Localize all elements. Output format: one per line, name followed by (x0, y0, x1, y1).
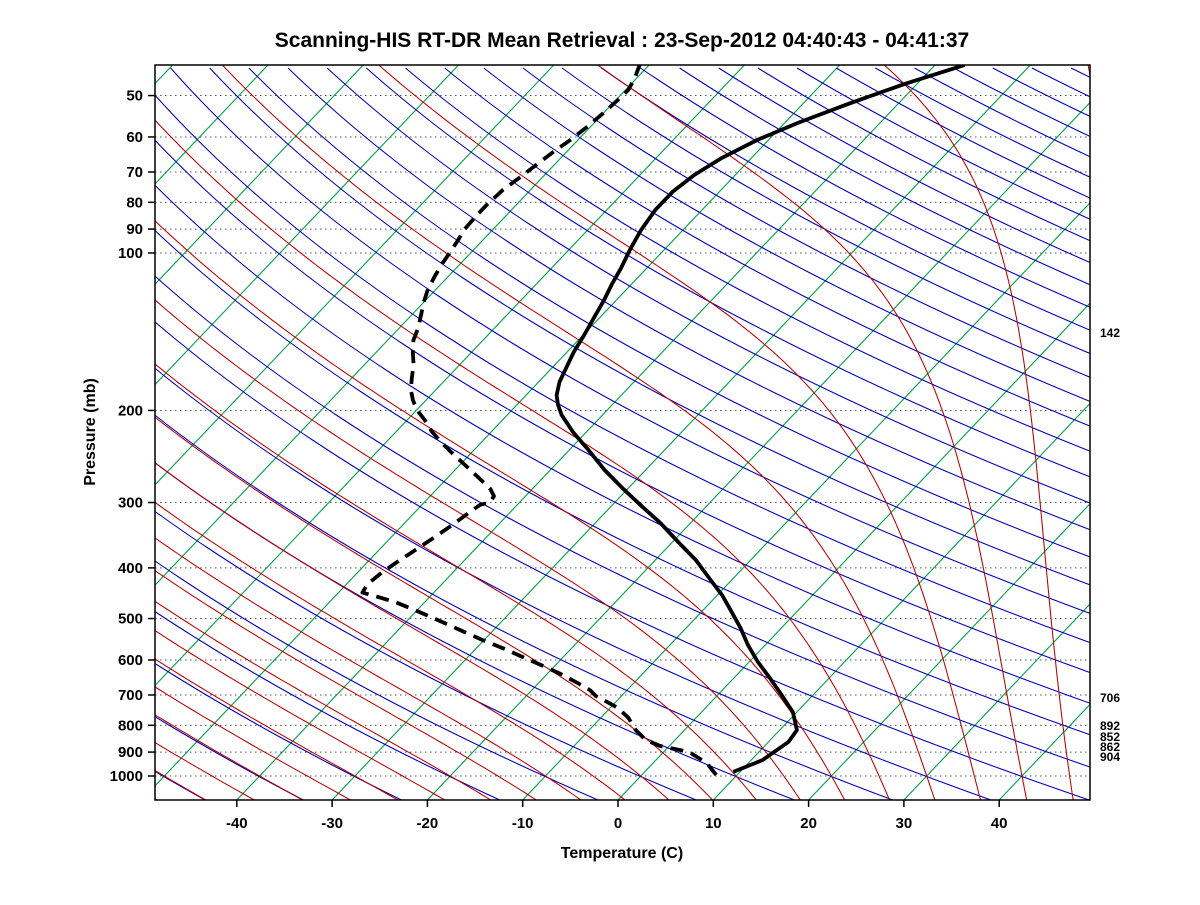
pressure-tick-label: 200 (118, 402, 143, 419)
pressure-tick-label: 600 (118, 652, 143, 669)
dry-adiabat-line (60, 386, 794, 800)
isotherm-line (809, 65, 1200, 800)
dry-adiabat-line (61, 656, 303, 800)
dry-adiabat-line (993, 68, 1200, 278)
isotherm-line (618, 65, 1200, 800)
isotherm-line (0, 65, 363, 800)
right-pressure-label: 904 (1100, 750, 1120, 764)
pressure-tick-label: 300 (118, 495, 143, 512)
temperature-tick-label: -10 (512, 815, 534, 832)
temperature-tick-label: 10 (705, 815, 722, 832)
x-axis-title: Temperature (C) (561, 845, 683, 862)
isotherm-line (1095, 65, 1200, 800)
moist-adiabat-line (883, 64, 1073, 800)
temperature-tick-label: 40 (991, 815, 1008, 832)
temperature-profile-line (557, 65, 965, 772)
isotherm-line (999, 65, 1200, 800)
dry-adiabat-line (758, 68, 1200, 392)
dry-adiabat-line (57, 542, 500, 800)
pressure-tick-label: 700 (118, 687, 143, 704)
moist-adiabat-line (56, 768, 109, 801)
dry-adiabat-line (484, 68, 1200, 542)
dry-adiabat-line (523, 68, 1200, 518)
pressure-tick-label: 100 (118, 245, 143, 262)
pressure-tick-label: 60 (126, 129, 143, 146)
dry-adiabat-line (875, 68, 1200, 332)
isotherm-line (0, 65, 459, 800)
dry-adiabat-line (55, 278, 991, 800)
dry-adiabat-line (327, 68, 1200, 638)
right-pressure-label: 142 (1100, 326, 1120, 340)
temperature-tick-label: -20 (417, 815, 439, 832)
dry-adiabat-line (131, 68, 1200, 770)
moist-adiabat-line (56, 621, 351, 800)
pressure-tick-label: 90 (126, 221, 143, 238)
moist-adiabat-line (221, 64, 935, 800)
moist-adiabat-line (56, 798, 60, 800)
pressure-tick-label: 70 (126, 164, 143, 181)
temperature-tick-label: 30 (896, 815, 913, 832)
isotherm-line (713, 65, 1200, 800)
moist-adiabat-line (596, 64, 1026, 800)
pressure-tick-label: 1000 (110, 768, 143, 785)
dry-adiabat-line (1032, 68, 1200, 260)
dry-adiabat-line (954, 68, 1200, 296)
pressure-tick-label: 80 (126, 194, 143, 211)
pressure-tick-label: 50 (126, 88, 143, 105)
dry-adiabat-line (406, 68, 1200, 590)
pressure-tick-label: 800 (118, 717, 143, 734)
pressure-tick-label: 900 (118, 744, 143, 761)
dry-adiabat-line (562, 68, 1200, 500)
temperature-tick-label: 20 (800, 815, 817, 832)
dry-adiabat-line (58, 230, 1089, 800)
dry-adiabat-line (445, 68, 1200, 566)
right-pressure-label: 706 (1100, 691, 1120, 705)
dry-adiabat-line (58, 332, 893, 800)
dry-adiabat-line (640, 68, 1200, 452)
moist-adiabat-line (57, 114, 845, 800)
temperature-tick-label: -40 (226, 815, 248, 832)
chart-title: Scanning-HIS RT-DR Mean Retrieval : 23-S… (275, 29, 969, 52)
moist-adiabat-line (1088, 64, 1120, 800)
isotherm-lines (0, 65, 1200, 800)
y-axis-title: Pressure (mb) (82, 378, 99, 486)
moist-adiabat-line (378, 64, 981, 800)
isotherm-line (46, 65, 744, 800)
dry-adiabat-line (288, 68, 1200, 662)
moist-adiabat-line (56, 592, 398, 801)
dry-adiabat-line (915, 68, 1200, 314)
dry-adiabat-line (719, 68, 1200, 416)
background-line-families (0, 64, 1200, 800)
moist-adiabat-line (106, 64, 889, 800)
temperature-tick-label: -30 (321, 815, 343, 832)
pressure-tick-label: 400 (118, 560, 143, 577)
dry-adiabat-line (56, 596, 402, 800)
pressure-tick-label: 500 (118, 611, 143, 628)
dry-adiabat-line (58, 770, 107, 800)
temperature-tick-label: 0 (614, 815, 622, 832)
moist-adiabat-line (55, 273, 757, 800)
